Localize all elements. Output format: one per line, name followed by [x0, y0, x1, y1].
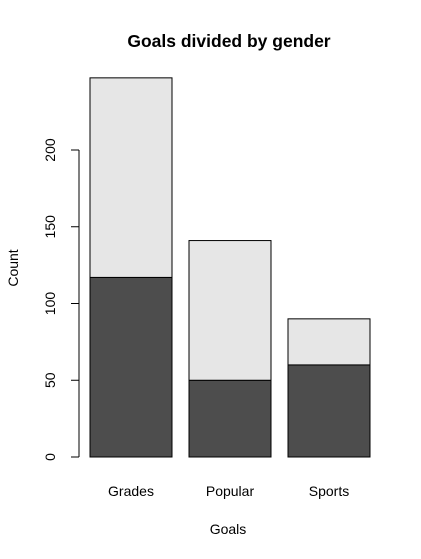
y-axis: 0 50 100 150 200: [42, 138, 80, 461]
x-tick-labels: Grades Popular Sports: [108, 483, 349, 499]
y-tick-label: 0: [42, 453, 58, 461]
bar-popular-segment-2: [188, 240, 272, 381]
x-tick-label-grades: Grades: [108, 483, 154, 499]
bar-popular-segment-1: [188, 379, 272, 458]
bar-sports-segment-2: [287, 318, 371, 366]
chart-title: Goals divided by gender: [127, 31, 330, 51]
bar-sports-segment-1: [287, 364, 371, 458]
x-tick-label-sports: Sports: [309, 483, 349, 499]
bar-grades-segment-1: [89, 276, 173, 458]
y-tick-label: 150: [42, 215, 58, 239]
y-axis-label: Count: [5, 249, 21, 286]
bar-grades-segment-2: [89, 77, 173, 278]
x-axis-label: Goals: [210, 521, 247, 537]
y-tick-label: 100: [42, 292, 58, 316]
bars-group: [89, 77, 371, 458]
y-tick-label: 200: [42, 138, 58, 162]
x-tick-label-popular: Popular: [206, 483, 255, 499]
y-tick-label: 50: [42, 372, 58, 388]
